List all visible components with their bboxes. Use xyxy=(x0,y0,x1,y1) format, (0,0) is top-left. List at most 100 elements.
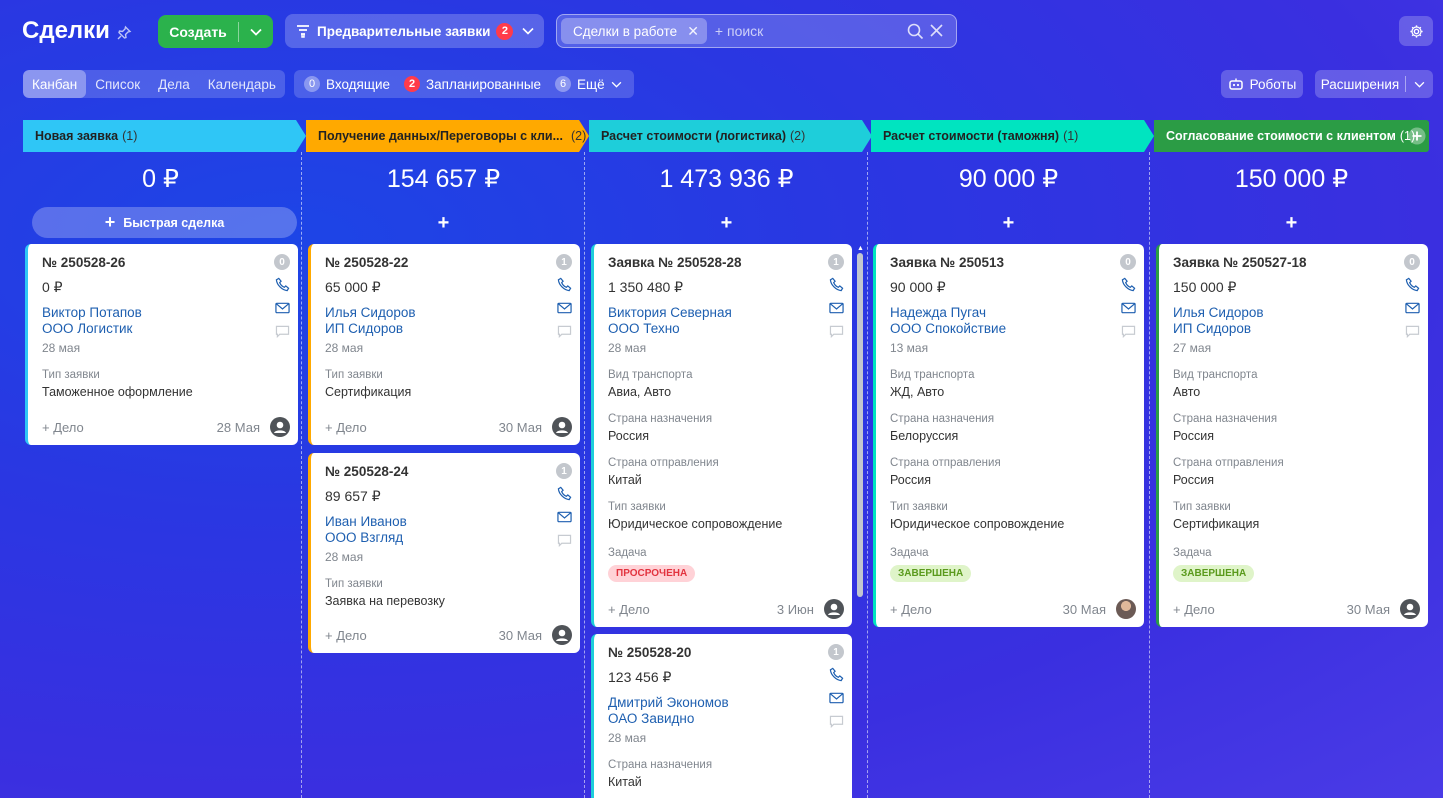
counter-more[interactable]: 6 Ещё xyxy=(555,76,622,92)
contact-link[interactable]: Надежда Пугач xyxy=(890,305,986,320)
create-dropdown[interactable] xyxy=(239,28,273,36)
counter-planned[interactable]: 2 Запланированные xyxy=(404,76,541,92)
mail-icon[interactable] xyxy=(557,302,572,314)
filter-chip[interactable]: Сделки в работе ✕ xyxy=(561,18,707,44)
contact-link[interactable]: Виктория Северная xyxy=(608,305,732,320)
contact-link[interactable]: Илья Сидоров xyxy=(1173,305,1264,320)
phone-icon[interactable] xyxy=(829,277,844,292)
company-link[interactable]: ООО Взгляд xyxy=(325,530,404,545)
view-activities[interactable]: Дела xyxy=(158,76,190,92)
avatar-icon[interactable] xyxy=(1400,599,1420,619)
avatar-icon[interactable] xyxy=(824,599,844,619)
phone-icon[interactable] xyxy=(275,277,290,292)
clear-icon[interactable] xyxy=(929,23,944,38)
view-calendar[interactable]: Календарь xyxy=(207,76,276,92)
field-value: Россия xyxy=(1173,473,1214,487)
company-link[interactable]: ИП Сидоров xyxy=(325,321,404,336)
mail-icon[interactable] xyxy=(557,511,572,523)
avatar[interactable] xyxy=(1116,599,1136,619)
add-activity-button[interactable]: + Дело xyxy=(890,601,932,617)
chat-icon[interactable] xyxy=(275,325,290,338)
search-input[interactable] xyxy=(714,23,895,39)
contact-link[interactable]: Илья Сидоров xyxy=(325,305,416,320)
robots-button[interactable]: Роботы xyxy=(1221,70,1303,98)
chat-icon[interactable] xyxy=(1121,325,1136,338)
deal-title[interactable]: Заявка № 250513 xyxy=(890,255,1005,270)
close-icon[interactable]: ✕ xyxy=(687,22,699,39)
company-link[interactable]: ООО Спокойствие xyxy=(890,321,1007,336)
contact-link[interactable]: Иван Иванов xyxy=(325,514,407,529)
mail-icon[interactable] xyxy=(275,302,290,314)
company-link[interactable]: ООО Техно xyxy=(608,321,680,336)
company-link[interactable]: ООО Логистик xyxy=(42,321,133,336)
avatar-icon[interactable] xyxy=(552,417,572,437)
company-link[interactable]: ИП Сидоров xyxy=(1173,321,1252,336)
contact-link[interactable]: Дмитрий Экономов xyxy=(608,695,729,710)
field-label: Вид транспорта xyxy=(1173,369,1258,381)
chat-icon[interactable] xyxy=(557,325,572,338)
view-list[interactable]: Список xyxy=(95,76,141,92)
avatar-icon[interactable] xyxy=(552,625,572,645)
add-activity-button[interactable]: + Дело xyxy=(42,419,84,435)
field-label: Страна назначения xyxy=(608,759,713,771)
deal-card[interactable]: № 250528-26 0 0 ₽ Виктор Потапов ООО Лог… xyxy=(25,244,298,445)
add-activity-button[interactable]: + Дело xyxy=(325,419,367,435)
mail-icon[interactable] xyxy=(1405,302,1420,314)
add-activity-button[interactable]: + Дело xyxy=(608,601,650,617)
field-value: ЖД, Авто xyxy=(890,385,945,399)
mail-icon[interactable] xyxy=(1121,302,1136,314)
column-header[interactable]: Расчет стоимости (таможня) (1) xyxy=(871,120,1154,152)
deal-title[interactable]: № 250528-22 xyxy=(325,255,409,270)
column-header[interactable]: Расчет стоимости (логистика) (2) xyxy=(589,120,872,152)
extensions-button[interactable]: Расширения xyxy=(1315,70,1433,98)
column-header[interactable]: Новая заявка (1) xyxy=(23,120,306,152)
settings-button[interactable] xyxy=(1399,16,1433,46)
search-bar[interactable]: Сделки в работе ✕ xyxy=(556,14,957,48)
view-kanban[interactable]: Канбан xyxy=(23,70,87,98)
deal-card[interactable]: Заявка № 250527-18 0 150 000 ₽ Илья Сидо… xyxy=(1156,244,1428,627)
chat-icon[interactable] xyxy=(829,715,844,728)
deal-card[interactable]: № 250528-24 1 89 657 ₽ Иван Иванов ООО В… xyxy=(308,453,580,653)
phone-icon[interactable] xyxy=(1121,277,1136,292)
search-icon[interactable] xyxy=(907,23,924,40)
phone-icon[interactable] xyxy=(557,486,572,501)
create-button[interactable]: Создать xyxy=(158,15,273,48)
mail-icon[interactable] xyxy=(829,302,844,314)
deal-card[interactable]: Заявка № 250528-28 1 1 350 480 ₽ Виктори… xyxy=(591,244,852,627)
column-scrollbar[interactable] xyxy=(857,253,863,597)
deal-title[interactable]: № 250528-24 xyxy=(325,464,409,479)
deal-card[interactable]: № 250528-22 1 65 000 ₽ Илья Сидоров ИП С… xyxy=(308,244,580,445)
add-column-icon[interactable] xyxy=(1408,127,1426,145)
phone-icon[interactable] xyxy=(557,277,572,292)
counter-incoming[interactable]: 0 Входящие xyxy=(304,76,390,92)
pin-icon[interactable] xyxy=(116,25,132,41)
phone-icon[interactable] xyxy=(1405,277,1420,292)
deal-card[interactable]: № 250528-20 1 123 456 ₽ Дмитрий Экономов… xyxy=(591,634,852,798)
deal-title[interactable]: № 250528-20 xyxy=(608,645,692,660)
add-activity-button[interactable]: + Дело xyxy=(1173,601,1215,617)
add-deal-button[interactable]: + xyxy=(720,212,733,234)
add-deal-button[interactable]: + xyxy=(1002,212,1015,234)
company-link[interactable]: ОАО Завидно xyxy=(608,711,695,726)
add-deal-button[interactable]: + xyxy=(437,212,450,234)
column-header[interactable]: Получение данных/Переговоры с кли... (2) xyxy=(306,120,589,152)
mail-icon[interactable] xyxy=(829,692,844,704)
chat-icon[interactable] xyxy=(1405,325,1420,338)
quick-deal-button[interactable]: + Быстрая сделка xyxy=(32,207,297,238)
pre-requests-button[interactable]: Предварительные заявки 2 xyxy=(285,14,544,48)
deal-title[interactable]: Заявка № 250528-28 xyxy=(608,255,742,270)
activity-count: 0 xyxy=(274,254,290,270)
deal-title[interactable]: № 250528-26 xyxy=(42,255,126,270)
column-header[interactable]: Согласование стоимости с клиентом (1) xyxy=(1154,120,1429,152)
deal-title[interactable]: Заявка № 250527-18 xyxy=(1173,255,1307,270)
chat-icon[interactable] xyxy=(829,325,844,338)
scroll-up-arrow[interactable]: ▲ xyxy=(857,245,864,252)
deal-card[interactable]: Заявка № 250513 0 90 000 ₽ Надежда Пугач… xyxy=(873,244,1144,627)
avatar-icon[interactable] xyxy=(270,417,290,437)
add-activity-button[interactable]: + Дело xyxy=(325,627,367,643)
chat-icon[interactable] xyxy=(557,534,572,547)
add-deal-button[interactable]: + xyxy=(1285,212,1298,234)
extensions-dropdown[interactable] xyxy=(1406,81,1433,88)
phone-icon[interactable] xyxy=(829,667,844,682)
contact-link[interactable]: Виктор Потапов xyxy=(42,305,142,320)
